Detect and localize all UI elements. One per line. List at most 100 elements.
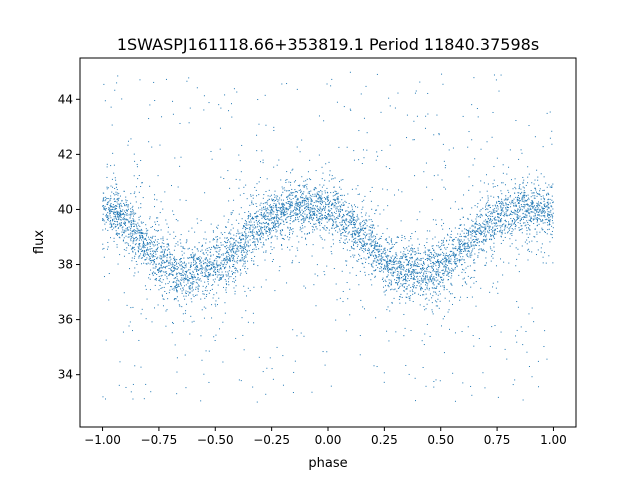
data-point	[431, 199, 433, 201]
data-point	[462, 216, 464, 218]
data-point	[155, 253, 157, 255]
data-point	[418, 243, 420, 245]
data-point	[379, 237, 381, 239]
data-point	[534, 217, 536, 219]
data-point	[224, 279, 226, 281]
data-point	[137, 246, 139, 248]
data-point	[408, 373, 410, 375]
data-point	[424, 298, 426, 300]
data-point	[501, 200, 503, 202]
data-point	[258, 181, 260, 183]
data-point	[399, 264, 401, 266]
data-point	[456, 266, 458, 268]
data-point	[113, 213, 115, 215]
data-point	[246, 252, 248, 254]
data-point	[463, 236, 465, 238]
data-point	[399, 273, 401, 275]
data-point	[133, 225, 135, 227]
data-point	[201, 265, 203, 267]
data-point	[292, 228, 294, 230]
data-point	[317, 193, 319, 195]
data-point	[140, 207, 142, 209]
data-point	[251, 260, 253, 262]
data-point	[327, 199, 329, 201]
data-point	[396, 274, 398, 276]
data-point	[500, 202, 502, 204]
data-point	[220, 278, 222, 280]
data-point	[483, 239, 485, 241]
data-point	[211, 274, 213, 276]
data-point	[270, 237, 272, 239]
data-point	[501, 182, 503, 184]
data-point	[289, 219, 291, 221]
data-point	[390, 272, 392, 274]
data-point	[491, 249, 493, 251]
data-point	[405, 258, 407, 260]
data-point	[401, 257, 403, 259]
data-point	[169, 233, 171, 235]
data-point	[251, 231, 253, 233]
data-point	[305, 217, 307, 219]
data-point	[385, 260, 387, 262]
data-point	[211, 246, 213, 248]
data-point	[404, 277, 406, 279]
data-point	[156, 241, 158, 243]
data-point	[473, 276, 475, 278]
data-point	[210, 273, 212, 275]
data-point	[428, 266, 430, 268]
data-point	[214, 247, 216, 249]
data-point	[516, 341, 518, 343]
data-point	[265, 124, 267, 126]
data-point	[444, 297, 446, 299]
data-point	[476, 239, 478, 241]
data-point	[390, 239, 392, 241]
data-point	[329, 170, 331, 172]
data-point	[231, 273, 233, 275]
data-point	[207, 278, 209, 280]
data-point	[183, 262, 185, 264]
data-point	[377, 256, 379, 258]
data-point	[540, 202, 542, 204]
data-point	[252, 197, 254, 199]
data-point	[521, 200, 523, 202]
data-point	[356, 215, 358, 217]
data-point	[322, 172, 324, 174]
data-point	[251, 203, 253, 205]
data-point	[111, 226, 113, 228]
data-point	[363, 117, 365, 119]
data-point	[277, 200, 279, 202]
data-point	[217, 274, 219, 276]
data-point	[293, 371, 295, 373]
data-point	[353, 242, 355, 244]
data-point	[472, 238, 474, 240]
data-point	[378, 270, 380, 272]
data-point	[126, 228, 128, 230]
data-point	[423, 262, 425, 264]
data-point	[547, 192, 549, 194]
data-point	[259, 176, 261, 178]
data-point	[197, 288, 199, 290]
data-point	[373, 227, 375, 229]
data-point	[239, 236, 241, 238]
data-point	[547, 202, 549, 204]
data-point	[370, 232, 372, 234]
data-point	[409, 290, 411, 292]
data-point	[492, 205, 494, 207]
data-point	[283, 187, 285, 189]
data-point	[533, 208, 535, 210]
data-point	[278, 225, 280, 227]
data-point	[129, 217, 131, 219]
data-point	[310, 215, 312, 217]
data-point	[332, 203, 334, 205]
data-point	[234, 253, 236, 255]
data-point	[109, 205, 111, 207]
data-point	[490, 260, 492, 262]
data-point	[429, 252, 431, 254]
data-point	[481, 249, 483, 251]
data-point	[191, 284, 193, 286]
data-point	[462, 243, 464, 245]
data-point	[452, 255, 454, 257]
data-point	[470, 385, 472, 387]
data-point	[427, 257, 429, 259]
data-point	[216, 251, 218, 253]
